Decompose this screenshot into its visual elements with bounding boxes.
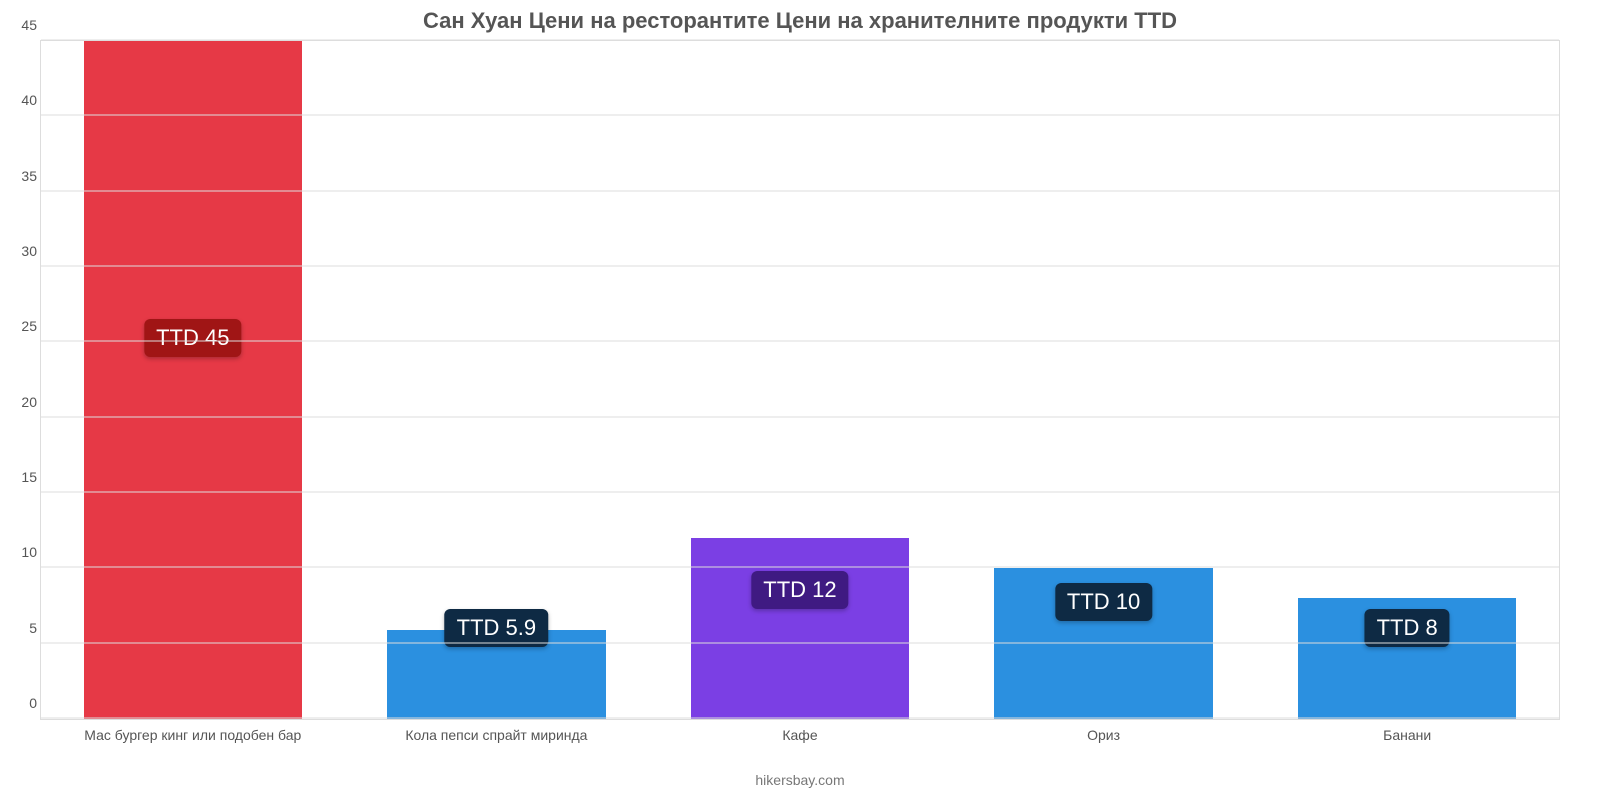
bar-chart: Сан Хуан Цени на ресторантите Цени на хр…: [40, 0, 1560, 800]
plot-area: 051015202530354045 TTD 45TTD 5.9TTD 12TT…: [40, 40, 1560, 720]
y-tick-label: 40: [3, 92, 37, 108]
bar-slot: TTD 8: [1255, 41, 1559, 719]
chart-title: Сан Хуан Цени на ресторантите Цени на хр…: [40, 0, 1560, 40]
bar-slot: TTD 10: [952, 41, 1256, 719]
bars-container: TTD 45 TTD 5.9 TTD 12 TTD 10 TTD 8: [41, 41, 1559, 719]
bar: [84, 41, 303, 719]
grid-line: [41, 567, 1559, 568]
x-axis-label: Банани: [1255, 719, 1559, 743]
value-badge: TTD 45: [144, 319, 241, 357]
grid-line: [41, 266, 1559, 267]
y-tick-label: 25: [3, 318, 37, 334]
x-axis-label: Мас бургер кинг или подобен бар: [41, 719, 345, 743]
grid-line: [41, 341, 1559, 342]
y-tick-label: 20: [3, 394, 37, 410]
grid-line: [41, 416, 1559, 417]
y-tick-label: 0: [3, 695, 37, 711]
y-tick-label: 15: [3, 469, 37, 485]
y-tick-label: 35: [3, 168, 37, 184]
grid-line: [41, 190, 1559, 191]
grid-line: [41, 40, 1559, 41]
attribution: hikersbay.com: [40, 772, 1560, 788]
x-axis-label: Кафе: [648, 719, 952, 743]
grid-line: [41, 492, 1559, 493]
value-badge: TTD 10: [1055, 583, 1152, 621]
x-axis-label: Кола пепси спрайт миринда: [345, 719, 649, 743]
value-badge: TTD 8: [1365, 609, 1450, 647]
y-tick-label: 30: [3, 243, 37, 259]
bar-slot: TTD 5.9: [345, 41, 649, 719]
bar-slot: TTD 12: [648, 41, 952, 719]
value-badge: TTD 5.9: [445, 609, 548, 647]
x-labels: Мас бургер кинг или подобен барКола пепс…: [41, 719, 1559, 743]
y-tick-label: 10: [3, 544, 37, 560]
value-badge: TTD 12: [751, 571, 848, 609]
y-tick-label: 45: [3, 17, 37, 33]
bar-slot: TTD 45: [41, 41, 345, 719]
grid-line: [41, 718, 1559, 719]
grid-line: [41, 642, 1559, 643]
y-tick-label: 5: [3, 620, 37, 636]
grid-line: [41, 115, 1559, 116]
bar: [691, 538, 910, 719]
y-axis: 051015202530354045: [3, 41, 37, 719]
x-axis-label: Ориз: [952, 719, 1256, 743]
